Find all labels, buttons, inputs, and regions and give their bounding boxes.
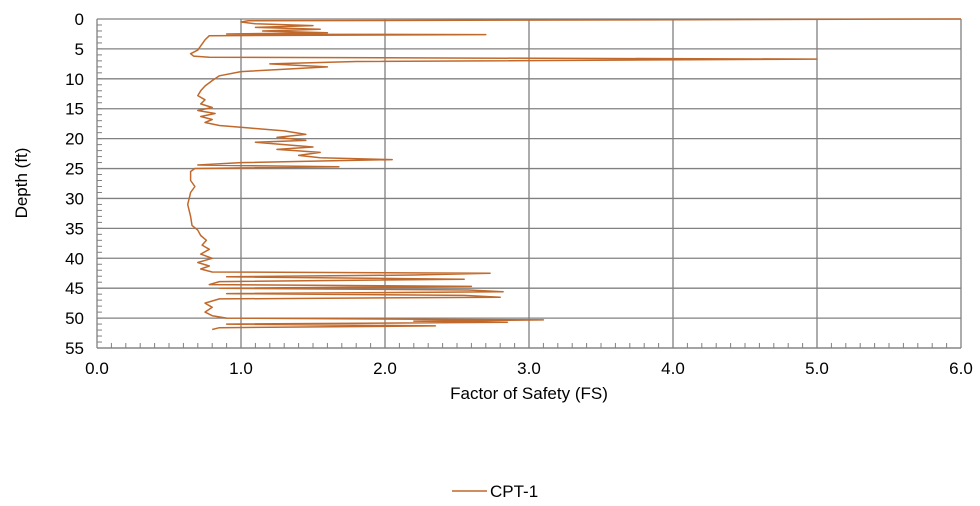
- x-tick-label-2.0: 2.0: [373, 359, 397, 378]
- y-tick-label-15: 15: [65, 100, 84, 119]
- y-axis-title: Depth (ft): [12, 148, 31, 219]
- x-tick-label-3.0: 3.0: [517, 359, 541, 378]
- x-tick-label-1.0: 1.0: [229, 359, 253, 378]
- y-tick-label-0: 0: [75, 10, 84, 29]
- x-tick-label-4.0: 4.0: [661, 359, 685, 378]
- y-tick-label-20: 20: [65, 130, 84, 149]
- y-tick-label-35: 35: [65, 219, 84, 238]
- y-tick-label-40: 40: [65, 249, 84, 268]
- series-line-CPT-1: [188, 19, 961, 330]
- y-tick-label-30: 30: [65, 189, 84, 208]
- y-tick-label-55: 55: [65, 339, 84, 358]
- label-layer: 0 5 10 15 20 25 30 35 40 45 50 550.0 1.0 2.0 3.0 4.0 5.0…: [65, 10, 973, 378]
- legend: CPT-1: [452, 482, 538, 501]
- x-axis-title: Factor of Safety (FS): [450, 384, 608, 403]
- x-tick-label-6.0: 6.0: [949, 359, 973, 378]
- y-tick-label-50: 50: [65, 309, 84, 328]
- y-tick-label-45: 45: [65, 279, 84, 298]
- series-layer: [188, 19, 961, 330]
- y-tick-label-25: 25: [65, 160, 84, 179]
- y-tick-label-5: 5: [75, 40, 84, 59]
- x-tick-label-5.0: 5.0: [805, 359, 829, 378]
- x-tick-label-0.0: 0.0: [85, 359, 109, 378]
- y-tick-label-10: 10: [65, 70, 84, 89]
- legend-label: CPT-1: [490, 482, 538, 501]
